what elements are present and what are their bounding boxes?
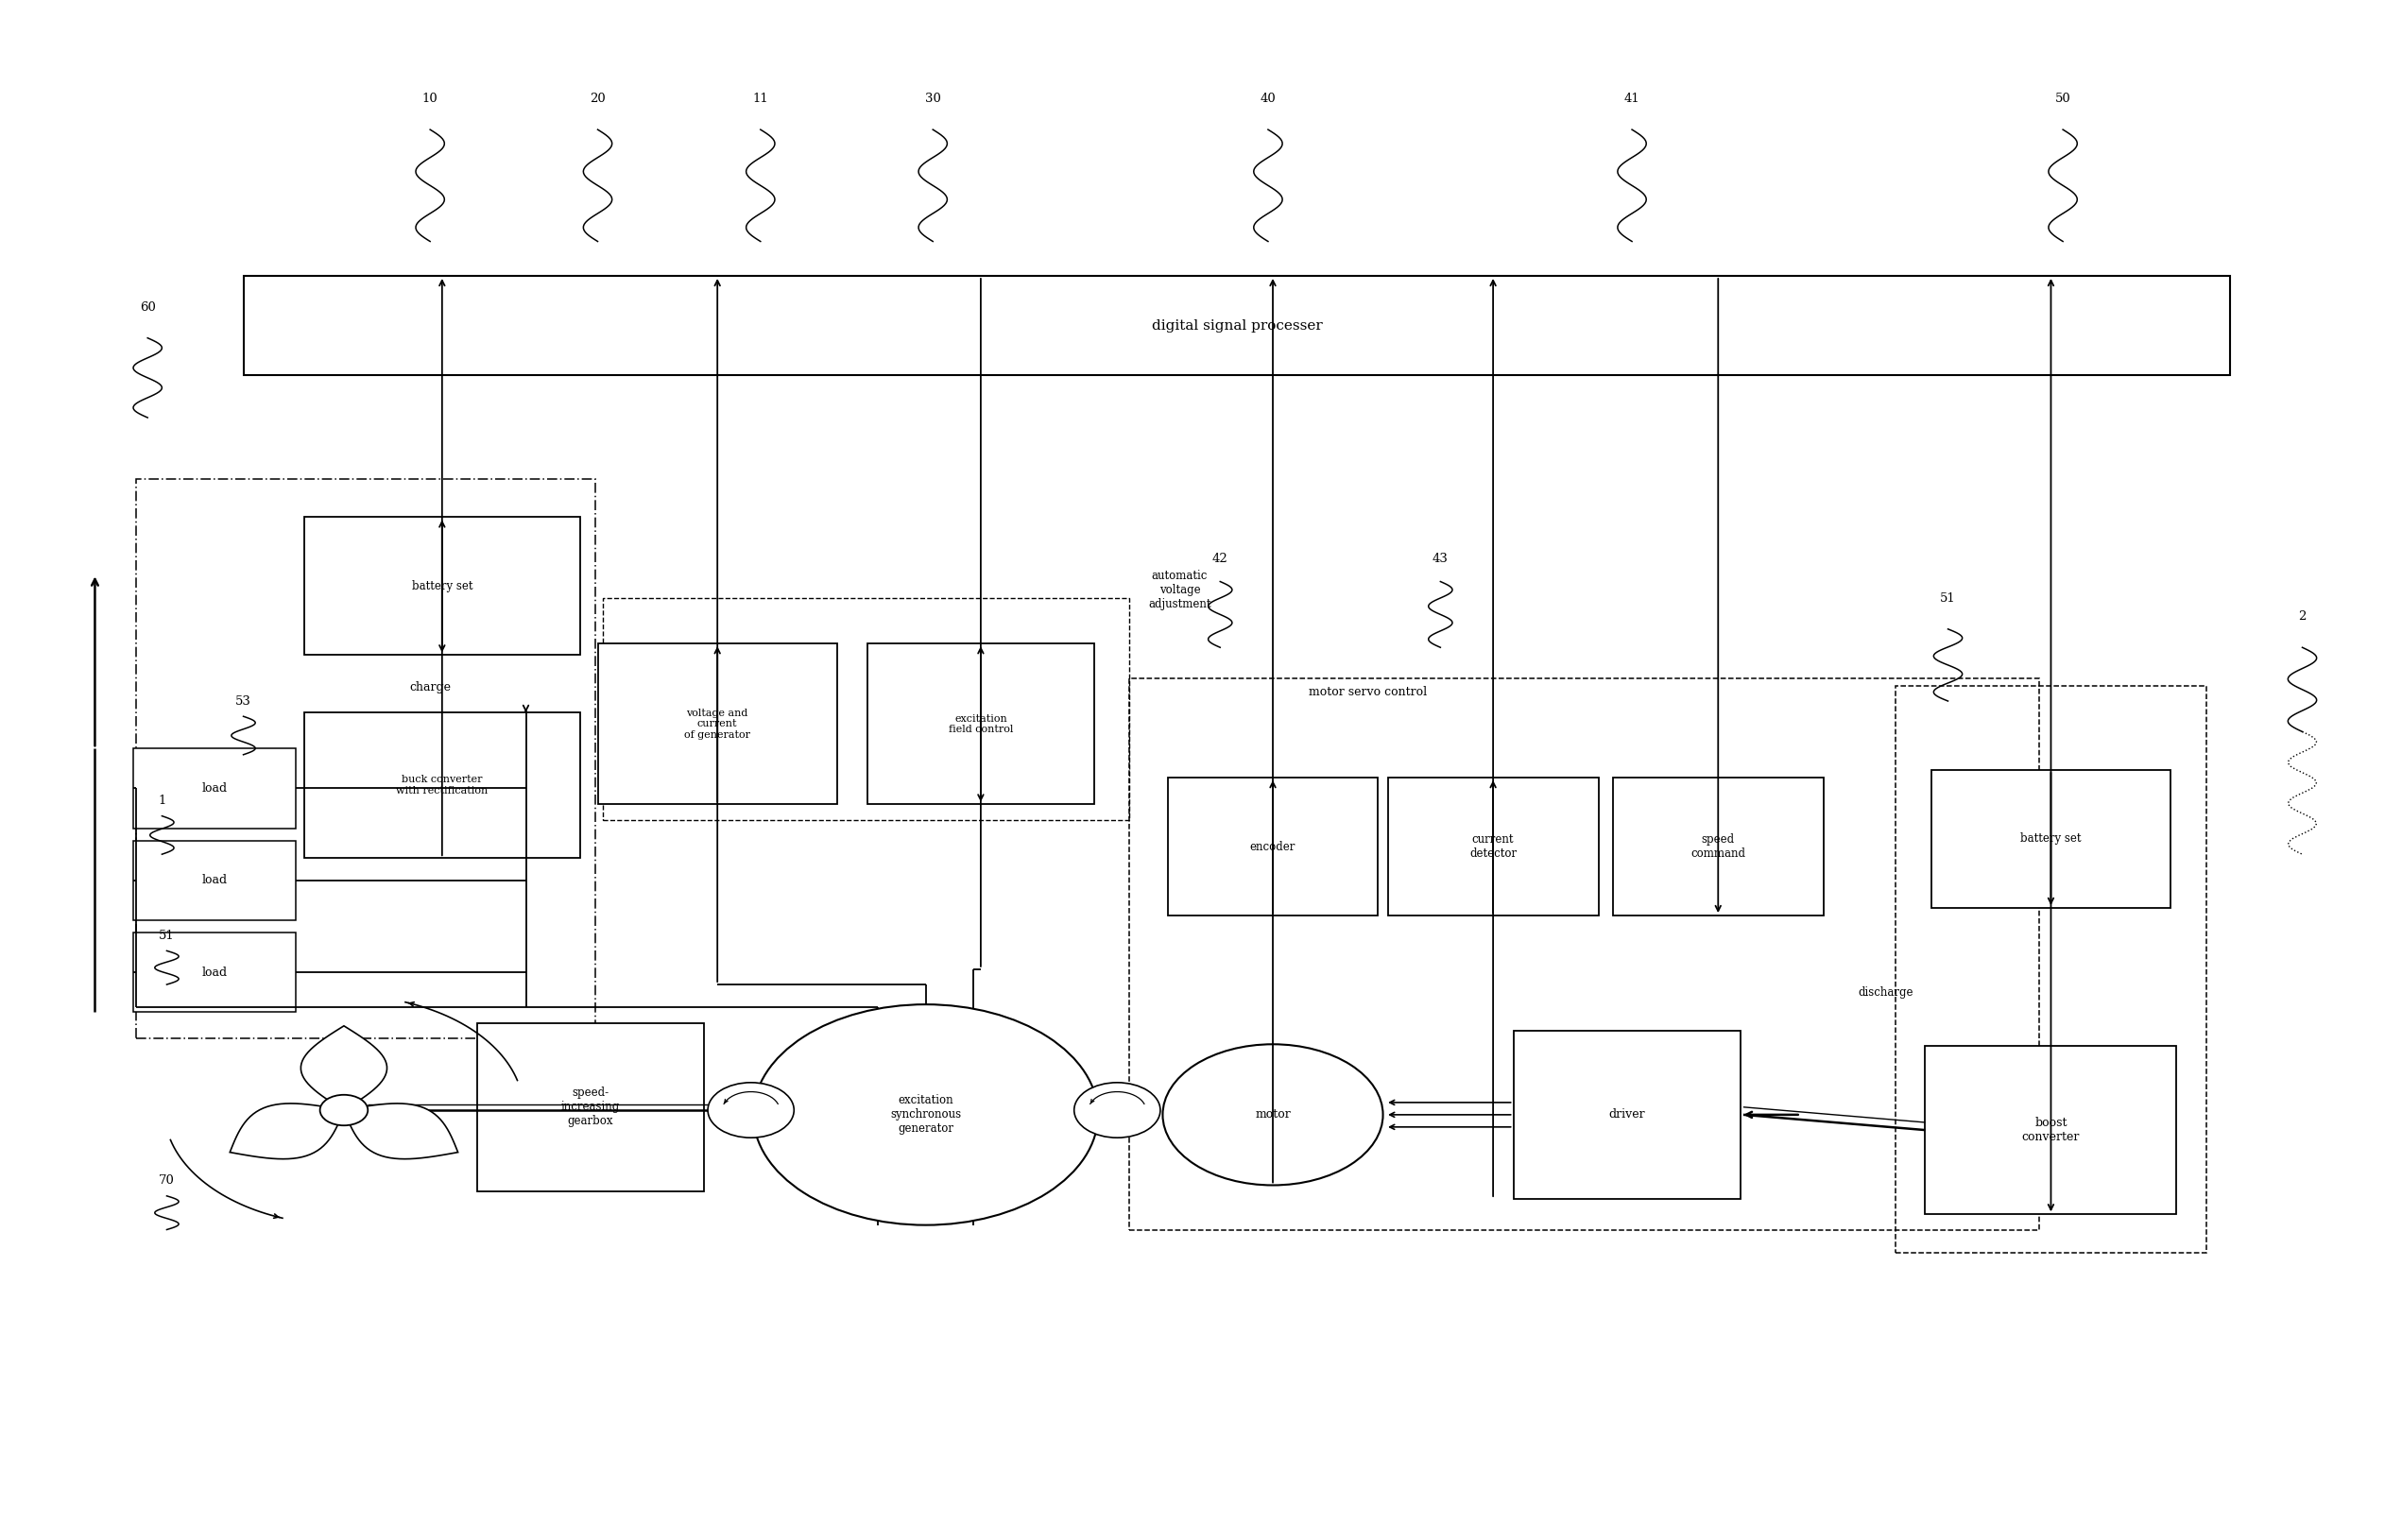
Text: 10: 10 — [423, 92, 437, 105]
Bar — [132, 748, 295, 829]
Text: 60: 60 — [139, 302, 156, 314]
Text: 11: 11 — [752, 92, 769, 105]
Text: 20: 20 — [591, 92, 605, 105]
Text: driver: driver — [1609, 1109, 1645, 1121]
Bar — [1167, 778, 1379, 916]
Text: 51: 51 — [159, 929, 175, 941]
Text: 1: 1 — [159, 795, 166, 807]
Circle shape — [1074, 1083, 1160, 1138]
Text: buck converter
with rectification: buck converter with rectification — [396, 775, 488, 796]
Text: voltage and
current
of generator: voltage and current of generator — [685, 708, 749, 739]
Bar — [1388, 778, 1597, 916]
Text: 30: 30 — [925, 92, 942, 105]
Text: motor servo control: motor servo control — [1309, 685, 1427, 698]
Bar — [243, 276, 2231, 376]
Polygon shape — [300, 1026, 387, 1110]
Bar — [132, 932, 295, 1012]
Text: 42: 42 — [1213, 553, 1227, 565]
Text: motor: motor — [1254, 1109, 1290, 1121]
Bar — [305, 517, 579, 654]
Bar — [1129, 678, 2039, 1229]
Text: speed-
increasing
gearbox: speed- increasing gearbox — [562, 1087, 620, 1127]
Text: 40: 40 — [1261, 92, 1275, 105]
Text: speed
command: speed command — [1691, 833, 1746, 859]
Bar — [305, 713, 579, 858]
Bar — [1895, 685, 2207, 1252]
Bar — [1931, 770, 2171, 909]
Text: encoder: encoder — [1249, 841, 1295, 853]
Bar — [1926, 1046, 2176, 1215]
Text: 51: 51 — [1941, 593, 1955, 605]
Polygon shape — [231, 1104, 343, 1160]
Circle shape — [709, 1083, 795, 1138]
Text: load: load — [202, 966, 228, 978]
Bar — [603, 598, 1129, 819]
Polygon shape — [343, 1104, 459, 1160]
Text: battery set: battery set — [2020, 833, 2083, 845]
Text: digital signal processer: digital signal processer — [1151, 319, 1324, 333]
Text: 50: 50 — [2056, 92, 2071, 105]
Text: excitation
field control: excitation field control — [949, 715, 1014, 735]
Bar — [1612, 778, 1823, 916]
Circle shape — [754, 1004, 1098, 1224]
Bar — [135, 479, 596, 1038]
Text: load: load — [202, 782, 228, 795]
Text: 43: 43 — [1432, 553, 1448, 565]
Bar — [1513, 1030, 1741, 1200]
Text: automatic
voltage
adjustment: automatic voltage adjustment — [1148, 570, 1211, 610]
Text: load: load — [202, 875, 228, 887]
Text: 41: 41 — [1624, 92, 1641, 105]
Circle shape — [1163, 1044, 1384, 1186]
Text: discharge: discharge — [1859, 986, 1914, 998]
Text: 2: 2 — [2299, 611, 2306, 622]
Bar — [132, 841, 295, 919]
Text: 70: 70 — [159, 1175, 175, 1187]
Text: boost
converter: boost converter — [2022, 1116, 2080, 1143]
Text: battery set: battery set — [411, 581, 473, 593]
Text: current
detector: current detector — [1470, 833, 1516, 859]
Text: 53: 53 — [235, 695, 252, 707]
Bar — [867, 644, 1095, 804]
Text: excitation
synchronous
generator: excitation synchronous generator — [891, 1095, 961, 1135]
Bar — [598, 644, 836, 804]
Bar — [476, 1023, 704, 1192]
Circle shape — [319, 1095, 368, 1126]
Text: charge: charge — [408, 682, 452, 695]
